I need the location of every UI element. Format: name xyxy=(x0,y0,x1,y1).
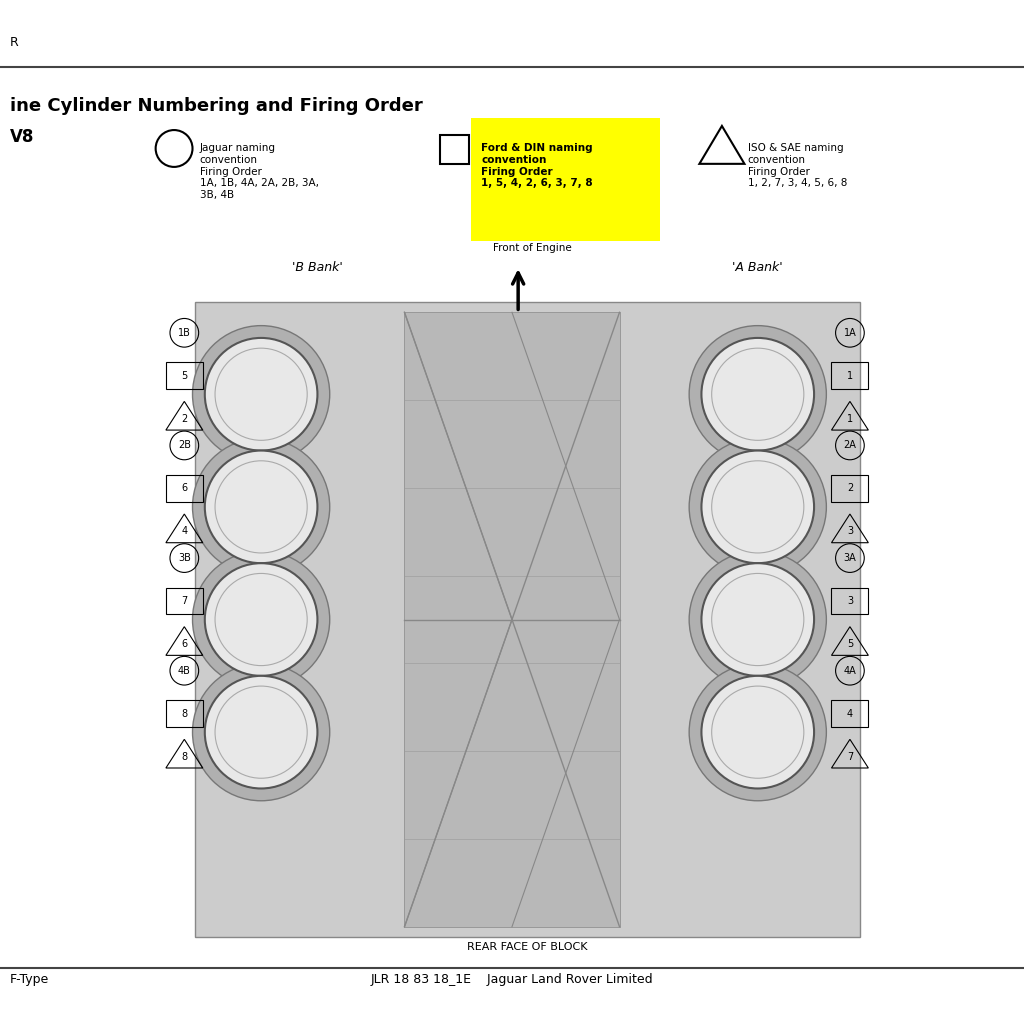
Text: 1A: 1A xyxy=(844,328,856,338)
Circle shape xyxy=(193,438,330,575)
Text: Jaguar naming
convention
Firing Order
1A, 1B, 4A, 2A, 2B, 3A,
3B, 4B: Jaguar naming convention Firing Order 1A… xyxy=(200,143,318,200)
Circle shape xyxy=(193,326,330,463)
Text: 5: 5 xyxy=(847,639,853,649)
Text: 7: 7 xyxy=(181,596,187,606)
Text: 2: 2 xyxy=(847,483,853,494)
Text: 'B Bank': 'B Bank' xyxy=(292,261,343,274)
Text: 2B: 2B xyxy=(178,440,190,451)
Text: 3: 3 xyxy=(847,596,853,606)
Text: 3: 3 xyxy=(847,526,853,537)
Text: 7: 7 xyxy=(847,752,853,762)
Text: 4: 4 xyxy=(181,526,187,537)
Text: ine Cylinder Numbering and Firing Order: ine Cylinder Numbering and Firing Order xyxy=(10,97,423,116)
Text: ISO & SAE naming
convention
Firing Order
1, 2, 7, 3, 4, 5, 6, 8: ISO & SAE naming convention Firing Order… xyxy=(748,143,847,188)
Circle shape xyxy=(701,338,814,451)
Text: 1: 1 xyxy=(847,414,853,424)
Circle shape xyxy=(689,664,826,801)
Text: R: R xyxy=(10,36,19,49)
Circle shape xyxy=(701,676,814,788)
Circle shape xyxy=(689,438,826,575)
Text: 6: 6 xyxy=(181,483,187,494)
Text: REAR FACE OF BLOCK: REAR FACE OF BLOCK xyxy=(467,942,588,952)
Text: 4: 4 xyxy=(847,709,853,719)
Text: 8: 8 xyxy=(181,709,187,719)
FancyBboxPatch shape xyxy=(471,118,660,241)
Text: 5: 5 xyxy=(181,371,187,381)
Text: 8: 8 xyxy=(181,752,187,762)
Circle shape xyxy=(205,676,317,788)
Text: 6: 6 xyxy=(181,639,187,649)
Circle shape xyxy=(701,451,814,563)
Text: 4B: 4B xyxy=(178,666,190,676)
Circle shape xyxy=(205,338,317,451)
Text: 2: 2 xyxy=(181,414,187,424)
Circle shape xyxy=(205,563,317,676)
Circle shape xyxy=(689,326,826,463)
FancyBboxPatch shape xyxy=(404,312,620,927)
Text: 1: 1 xyxy=(847,371,853,381)
Text: 'A Bank': 'A Bank' xyxy=(732,261,783,274)
Circle shape xyxy=(689,551,826,688)
Circle shape xyxy=(193,551,330,688)
Text: 4A: 4A xyxy=(844,666,856,676)
FancyBboxPatch shape xyxy=(195,302,860,937)
Text: 3A: 3A xyxy=(844,553,856,563)
Text: 1B: 1B xyxy=(178,328,190,338)
Text: JLR 18 83 18_1E    Jaguar Land Rover Limited: JLR 18 83 18_1E Jaguar Land Rover Limite… xyxy=(371,973,653,986)
Circle shape xyxy=(701,563,814,676)
Circle shape xyxy=(193,664,330,801)
Text: Ford & DIN naming
convention
Firing Order
1, 5, 4, 2, 6, 3, 7, 8: Ford & DIN naming convention Firing Orde… xyxy=(481,143,593,188)
Text: F-Type: F-Type xyxy=(10,973,49,986)
Text: 2A: 2A xyxy=(844,440,856,451)
Text: Front of Engine: Front of Engine xyxy=(494,243,571,253)
Text: V8: V8 xyxy=(10,128,35,146)
Text: 3B: 3B xyxy=(178,553,190,563)
Circle shape xyxy=(205,451,317,563)
